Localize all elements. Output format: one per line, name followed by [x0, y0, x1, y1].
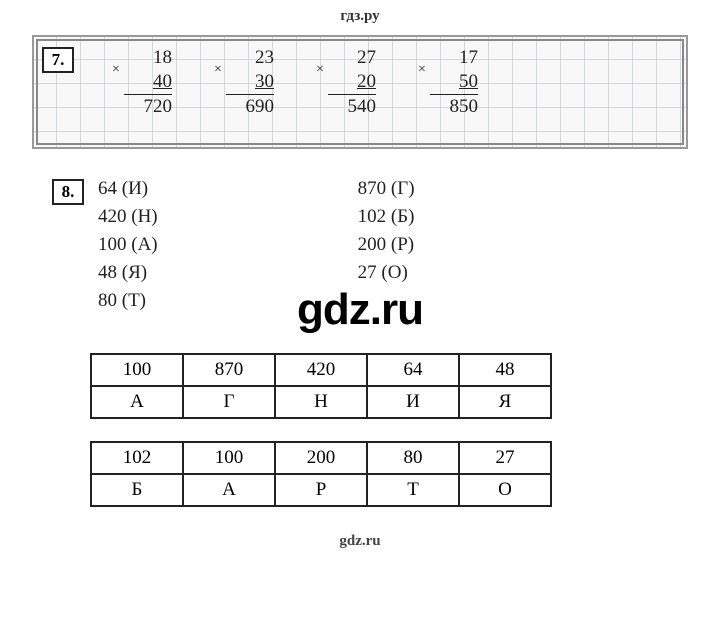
page-header: гдз.ру: [0, 0, 720, 31]
list-item: 64 (И): [98, 175, 158, 203]
mult-a: 23: [226, 46, 274, 70]
table-cell: Я: [459, 386, 551, 418]
mult-result: 540: [328, 95, 376, 119]
mult-b: 30: [226, 70, 274, 94]
page-footer: gdz.ru: [0, 529, 720, 550]
list-item: 420 (Н): [98, 203, 158, 231]
table-cell: Т: [367, 474, 459, 506]
mult-a: 18: [124, 46, 172, 70]
mult-b: 50: [430, 70, 478, 94]
table-cell: О: [459, 474, 551, 506]
table-cell: Б: [91, 474, 183, 506]
table-cell: И: [367, 386, 459, 418]
mult-problem-1: × 18 40 720: [112, 46, 172, 119]
multiplication-row: × 18 40 720 × 23 30 690 ×: [84, 43, 478, 119]
table-row: А Г Н И Я: [91, 386, 551, 418]
mult-problem-2: × 23 30 690: [214, 46, 274, 119]
times-sign: ×: [316, 46, 328, 78]
table-cell: 64: [367, 354, 459, 386]
times-sign: ×: [214, 46, 226, 78]
mult-a: 17: [430, 46, 478, 70]
mult-result: 690: [226, 95, 274, 119]
mult-result: 720: [124, 95, 172, 119]
exercise-7-content: 7. × 18 40 720 × 23 30 690: [34, 37, 686, 147]
list-item: 27 (О): [358, 259, 415, 287]
table-cell: 27: [459, 442, 551, 474]
table-cell: А: [91, 386, 183, 418]
times-sign: ×: [112, 46, 124, 78]
times-sign: ×: [418, 46, 430, 78]
answer-table-1: 100 870 420 64 48 А Г Н И Я: [90, 353, 552, 419]
mult-problem-4: × 17 50 850: [418, 46, 478, 119]
list-item: 100 (А): [98, 231, 158, 259]
mult-a: 27: [328, 46, 376, 70]
table-row: 100 870 420 64 48: [91, 354, 551, 386]
exercise-8-number: 8.: [52, 179, 84, 205]
table-row: Б А Р Т О: [91, 474, 551, 506]
table-cell: 100: [183, 442, 275, 474]
mult-result: 850: [430, 95, 478, 119]
table-cell: Г: [183, 386, 275, 418]
list-item: 80 (Т): [98, 287, 158, 315]
table-cell: А: [183, 474, 275, 506]
mult-b: 40: [124, 70, 172, 94]
mult-problem-3: × 27 20 540: [316, 46, 376, 119]
table-cell: Р: [275, 474, 367, 506]
table-cell: 80: [367, 442, 459, 474]
table-row: 102 100 200 80 27: [91, 442, 551, 474]
list-item: 200 (Р): [358, 231, 415, 259]
answer-table-2: 102 100 200 80 27 Б А Р Т О: [90, 441, 552, 507]
table-cell: 420: [275, 354, 367, 386]
mult-b: 20: [328, 70, 376, 94]
list-item: 870 (Г): [358, 175, 415, 203]
table-cell: 100: [91, 354, 183, 386]
table-cell: 870: [183, 354, 275, 386]
watermark: gdz.ru: [297, 285, 423, 335]
list-item: 102 (Б): [358, 203, 415, 231]
list-item: 48 (Я): [98, 259, 158, 287]
table-cell: 48: [459, 354, 551, 386]
table-cell: Н: [275, 386, 367, 418]
answer-tables: 100 870 420 64 48 А Г Н И Я 102 100 200 …: [90, 353, 720, 507]
table-cell: 102: [91, 442, 183, 474]
table-cell: 200: [275, 442, 367, 474]
exercise-7-number: 7.: [42, 47, 74, 73]
exercise-8-left-col: 64 (И) 420 (Н) 100 (А) 48 (Я) 80 (Т): [98, 175, 158, 315]
exercise-7-grid: 7. × 18 40 720 × 23 30 690: [32, 35, 688, 149]
